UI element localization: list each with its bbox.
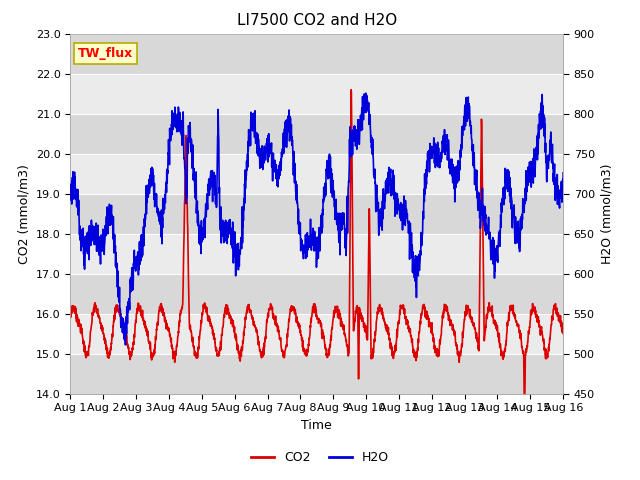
Bar bbox=[70, 154, 563, 193]
X-axis label: Time: Time bbox=[301, 419, 332, 432]
Legend: CO2, H2O: CO2, H2O bbox=[246, 446, 394, 469]
Bar bbox=[70, 234, 563, 274]
Bar bbox=[70, 73, 563, 114]
Y-axis label: CO2 (mmol/m3): CO2 (mmol/m3) bbox=[17, 164, 30, 264]
Title: LI7500 CO2 and H2O: LI7500 CO2 and H2O bbox=[237, 13, 397, 28]
Bar bbox=[70, 313, 563, 354]
Text: TW_flux: TW_flux bbox=[78, 47, 133, 60]
Y-axis label: H2O (mmol/m3): H2O (mmol/m3) bbox=[600, 163, 613, 264]
